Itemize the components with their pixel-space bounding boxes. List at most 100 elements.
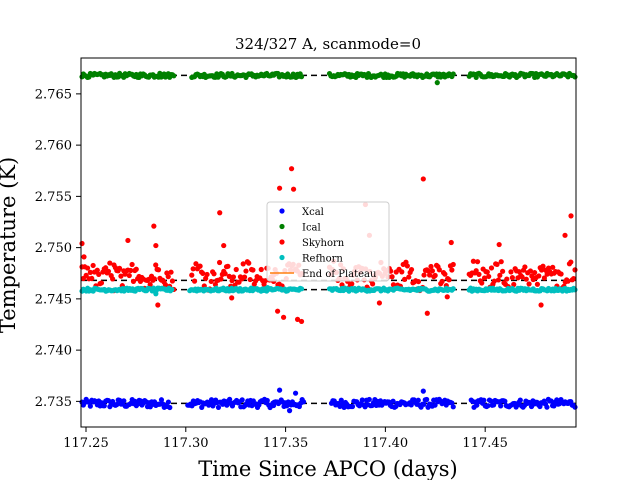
data-point bbox=[572, 74, 578, 80]
data-point bbox=[240, 261, 246, 267]
data-point bbox=[165, 399, 172, 405]
data-point bbox=[125, 237, 131, 244]
plot-area bbox=[79, 57, 578, 428]
y-tick-label: 2.745 bbox=[35, 292, 72, 307]
legend-label: Skyhorn bbox=[302, 238, 345, 249]
legend-marker bbox=[279, 208, 285, 214]
data-point bbox=[128, 267, 134, 274]
data-point bbox=[424, 396, 430, 403]
data-point bbox=[565, 278, 571, 284]
data-point bbox=[572, 287, 578, 293]
series-ical bbox=[79, 70, 578, 86]
x-tick-label: 117.40 bbox=[363, 436, 409, 451]
data-point bbox=[572, 267, 578, 273]
data-point bbox=[425, 268, 431, 274]
data-point bbox=[271, 402, 277, 409]
data-point bbox=[406, 274, 412, 280]
data-point bbox=[439, 278, 445, 284]
data-point bbox=[216, 259, 223, 266]
data-point bbox=[98, 280, 105, 286]
data-point bbox=[572, 404, 578, 410]
data-point bbox=[153, 262, 159, 268]
data-point bbox=[450, 71, 456, 77]
data-point bbox=[204, 271, 210, 278]
data-point bbox=[218, 276, 224, 282]
data-point bbox=[548, 398, 554, 404]
data-point bbox=[421, 401, 427, 407]
data-point bbox=[450, 404, 456, 410]
data-point bbox=[349, 403, 356, 410]
data-point bbox=[90, 262, 96, 269]
data-point bbox=[484, 269, 490, 275]
data-point bbox=[155, 267, 162, 273]
data-point bbox=[168, 269, 174, 275]
data-point bbox=[225, 263, 231, 269]
data-point bbox=[442, 271, 448, 277]
data-point bbox=[189, 272, 195, 278]
data-point bbox=[498, 259, 504, 265]
data-point bbox=[568, 213, 574, 219]
data-point bbox=[504, 276, 510, 282]
data-point bbox=[481, 397, 487, 403]
data-point bbox=[429, 268, 435, 274]
data-point bbox=[389, 274, 395, 280]
data-point bbox=[298, 74, 305, 80]
data-point bbox=[79, 240, 85, 247]
data-point bbox=[544, 404, 550, 410]
data-point bbox=[118, 273, 124, 279]
data-point bbox=[450, 261, 456, 268]
data-point bbox=[399, 269, 405, 275]
data-point bbox=[211, 271, 217, 277]
y-tick-label: 2.765 bbox=[35, 87, 72, 102]
data-point bbox=[290, 186, 297, 192]
data-point bbox=[538, 302, 544, 308]
data-point bbox=[221, 242, 227, 249]
data-point bbox=[541, 275, 547, 281]
data-point bbox=[241, 274, 248, 280]
x-tick-label: 117.25 bbox=[63, 436, 109, 451]
data-point bbox=[491, 278, 497, 284]
data-point bbox=[370, 281, 376, 287]
data-point bbox=[540, 263, 546, 269]
data-point bbox=[277, 185, 283, 191]
data-point bbox=[247, 276, 253, 283]
legend-label: End of Plateau bbox=[302, 269, 377, 280]
data-point bbox=[215, 404, 222, 411]
x-tick-label: 117.45 bbox=[462, 436, 508, 451]
x-axis-label: Time Since APCO (days) bbox=[198, 457, 457, 480]
data-point bbox=[199, 404, 205, 410]
data-point bbox=[130, 278, 137, 284]
data-point bbox=[488, 265, 495, 271]
legend-label: Ical bbox=[302, 223, 321, 234]
data-point bbox=[158, 397, 165, 403]
data-point bbox=[519, 274, 525, 280]
data-point bbox=[162, 282, 169, 288]
data-point bbox=[153, 291, 159, 297]
data-point bbox=[401, 276, 408, 282]
y-tick-label: 2.755 bbox=[35, 190, 72, 205]
data-point bbox=[485, 403, 491, 409]
data-point bbox=[165, 274, 171, 280]
data-point bbox=[96, 271, 102, 277]
data-point bbox=[404, 263, 410, 269]
legend-label: Xcal bbox=[302, 207, 324, 218]
data-point bbox=[265, 285, 271, 291]
data-point bbox=[217, 210, 223, 216]
data-point bbox=[121, 398, 127, 404]
legend-label: Refhorn bbox=[302, 254, 343, 265]
data-point bbox=[415, 397, 421, 403]
data-point bbox=[479, 280, 485, 286]
data-point bbox=[527, 268, 534, 274]
data-point bbox=[294, 316, 301, 322]
data-point bbox=[101, 403, 107, 409]
data-point bbox=[488, 398, 494, 404]
x-tick-label: 117.30 bbox=[163, 436, 209, 451]
data-point bbox=[275, 308, 281, 314]
data-point bbox=[300, 399, 307, 405]
data-point bbox=[474, 402, 480, 408]
data-point bbox=[126, 272, 132, 279]
legend: Xcal Ical Skyhorn Refhorn End of Plateau bbox=[266, 201, 390, 282]
data-point bbox=[408, 402, 414, 408]
data-point bbox=[224, 402, 230, 408]
data-point bbox=[230, 274, 237, 280]
